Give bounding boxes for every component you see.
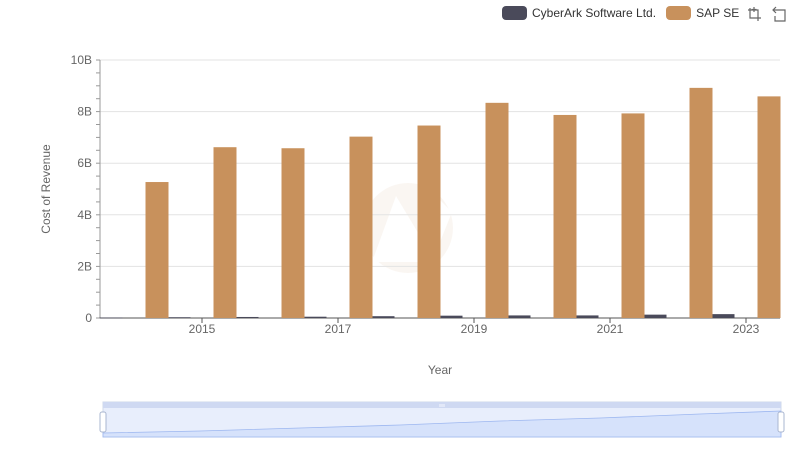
legend-label-sap: SAP SE xyxy=(696,6,740,20)
y-tick-label: 2B xyxy=(77,259,92,273)
bar-cyberark-2022[interactable] xyxy=(643,314,667,318)
bar-sap-2021[interactable] xyxy=(621,113,645,318)
bar-sap-2014[interactable] xyxy=(145,182,169,318)
bar-sap-2015[interactable] xyxy=(213,147,237,318)
x-tick-label: 2019 xyxy=(461,322,488,336)
x-axis-title: Year xyxy=(428,363,452,377)
toolbox xyxy=(746,6,788,22)
bar-sap-2022[interactable] xyxy=(689,87,713,318)
legend-item-sap[interactable]: SAP SE xyxy=(666,6,739,20)
bar-sap-2023[interactable] xyxy=(757,96,781,319)
y-tick-label: 6B xyxy=(77,156,92,170)
y-tick-label: 0 xyxy=(85,311,92,325)
y-tick-label: 4B xyxy=(77,208,92,222)
bar-sap-2020[interactable] xyxy=(553,114,577,318)
zoom-icon[interactable] xyxy=(746,6,762,22)
datazoom-slider[interactable] xyxy=(99,401,785,438)
y-axis-title: Cost of Revenue xyxy=(39,144,53,234)
y-tick-label: 10B xyxy=(71,53,92,67)
bar-cyberark-2021[interactable] xyxy=(575,315,599,318)
bar-cyberark-2020[interactable] xyxy=(507,315,531,318)
x-tick-label: 2023 xyxy=(733,322,760,336)
bar-cyberark-2014[interactable] xyxy=(99,317,123,319)
restore-icon[interactable] xyxy=(772,6,788,22)
datazoom-right-handle[interactable] xyxy=(777,411,785,433)
bar-cyberark-2019[interactable] xyxy=(439,315,463,318)
bar-sap-2016[interactable] xyxy=(281,148,305,318)
datazoom-left-handle[interactable] xyxy=(99,411,107,433)
x-tick-label: 2021 xyxy=(597,322,624,336)
bar-cyberark-2023[interactable] xyxy=(711,314,735,318)
x-axis: 2015 2017 2019 2021 2023 xyxy=(100,317,780,336)
bar-cyberark-2017[interactable] xyxy=(303,316,327,318)
x-tick-label: 2015 xyxy=(189,322,216,336)
y-axis: 0 2B 4B 6B 8B 10B xyxy=(71,53,101,325)
x-tick-label: 2017 xyxy=(325,322,352,336)
bar-cyberark-2015[interactable] xyxy=(167,317,191,319)
bar-sap-2017[interactable] xyxy=(349,136,373,318)
bar-cyberark-2018[interactable] xyxy=(371,316,395,318)
legend-swatch-sap xyxy=(666,6,692,20)
y-tick-label: 8B xyxy=(77,105,92,119)
bar-cyberark-2016[interactable] xyxy=(235,316,259,318)
legend-label-cyberark: CyberArk Software Ltd. xyxy=(532,6,657,20)
legend-swatch-cyberark xyxy=(502,6,527,20)
bar-sap-2019[interactable] xyxy=(485,102,509,318)
legend-item-cyberark[interactable]: CyberArk Software Ltd. xyxy=(502,6,656,20)
legend: CyberArk Software Ltd. SAP SE xyxy=(502,4,749,22)
bar-sap-2018[interactable] xyxy=(417,125,441,318)
bars xyxy=(99,87,781,319)
datazoom-grip-icon[interactable] xyxy=(439,404,445,407)
datazoom-preview xyxy=(102,410,782,438)
